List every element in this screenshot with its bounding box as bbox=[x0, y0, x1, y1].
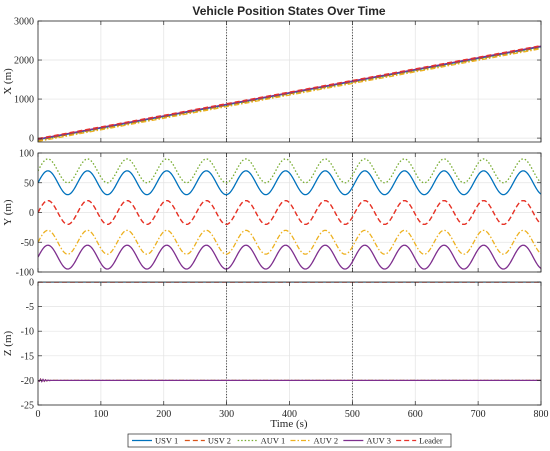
y-tick-label: -15 bbox=[21, 351, 34, 362]
y-tick-label: 0 bbox=[29, 278, 34, 289]
y-tick-label: 1000 bbox=[14, 95, 34, 106]
series-line-leader bbox=[38, 44, 541, 140]
y-tick-label: 0 bbox=[29, 134, 34, 145]
legend-label: AUV 1 bbox=[261, 436, 286, 446]
y-tick-label: 3000 bbox=[14, 17, 34, 28]
x-tick-label: 300 bbox=[219, 409, 234, 420]
y-tick-label: -5 bbox=[26, 302, 34, 313]
series-line-leader bbox=[38, 199, 541, 226]
subplot-3: -25 -20 -15 -10 -5 0 Z (m) 0 100 200 300 400 500 600 7… bbox=[2, 278, 549, 421]
y-tick-label: -25 bbox=[21, 401, 34, 412]
series-line-auv-1 bbox=[38, 158, 541, 184]
y-tick-label: 0 bbox=[29, 208, 34, 219]
legend-label: AUV 3 bbox=[366, 436, 391, 446]
legend-label: USV 1 bbox=[155, 436, 178, 446]
x-tick-label: 400 bbox=[282, 409, 297, 420]
series-group bbox=[38, 282, 541, 383]
x-axis-label: Time (s) bbox=[270, 418, 308, 430]
series-line-usv-2 bbox=[38, 46, 541, 141]
y-tick-label: -10 bbox=[21, 327, 34, 338]
chart-title: Vehicle Position States Over Time bbox=[192, 4, 386, 18]
subplot-2: -100 -50 0 50 100 Y (m) bbox=[2, 149, 542, 279]
x-tick-label: 0 bbox=[36, 409, 41, 420]
series-line-usv-1 bbox=[38, 170, 541, 196]
y-tick-label: 100 bbox=[19, 149, 34, 160]
legend-label: Leader bbox=[419, 436, 443, 446]
y-axis-label: Y (m) bbox=[2, 199, 14, 226]
y-tick-label: -50 bbox=[21, 238, 34, 249]
series-group bbox=[38, 44, 541, 142]
series-line-auv-2 bbox=[38, 229, 541, 255]
y-tick-label: -20 bbox=[21, 376, 34, 387]
y-axis-label: Z (m) bbox=[2, 330, 14, 356]
x-tick-label: 800 bbox=[534, 409, 549, 420]
legend: USV 1 USV 2 AUV 1 AUV 2 AUV 3 Leader bbox=[127, 433, 452, 448]
x-tick-label: 600 bbox=[408, 409, 423, 420]
legend-box bbox=[127, 433, 452, 448]
legend-label: USV 2 bbox=[208, 436, 231, 446]
y-tick-label: 50 bbox=[24, 178, 34, 189]
series-line-auv-2 bbox=[38, 48, 541, 142]
subplot-1: 0 1000 2000 3000 X (m) bbox=[2, 17, 542, 145]
series-group bbox=[38, 158, 541, 270]
legend-label: AUV 2 bbox=[314, 436, 339, 446]
y-tick-label: 2000 bbox=[14, 56, 34, 67]
x-tick-label: 500 bbox=[345, 409, 360, 420]
y-axis-label: X (m) bbox=[2, 68, 14, 95]
series-line-auv-3 bbox=[38, 378, 541, 383]
x-tick-label: 700 bbox=[471, 409, 486, 420]
y-tick-label: -100 bbox=[16, 268, 34, 279]
x-tick-label: 200 bbox=[156, 409, 171, 420]
series-line-auv-3 bbox=[38, 244, 541, 270]
x-tick-label: 100 bbox=[93, 409, 108, 420]
